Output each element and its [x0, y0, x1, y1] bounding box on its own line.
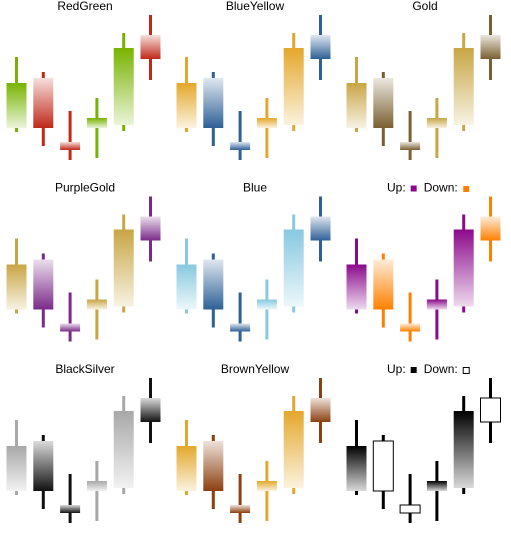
legend-label: Up: [387, 181, 406, 195]
candle-body [480, 397, 501, 423]
chart-title: BlackSilver [55, 362, 114, 376]
candle-body [60, 142, 81, 150]
candle-body [6, 446, 27, 491]
candle-body [176, 446, 197, 491]
candle-body [6, 83, 27, 128]
candle-body [373, 259, 394, 310]
candle-body [346, 264, 367, 310]
candle-body [310, 35, 331, 59]
candle-body [33, 259, 54, 310]
candle-body [453, 229, 474, 307]
candle-body [33, 441, 54, 491]
candle-body [113, 48, 134, 125]
candle-body [33, 78, 54, 128]
legend-swatch [410, 185, 417, 192]
candle-body [283, 229, 304, 307]
chart-title: BlueYellow [226, 0, 285, 13]
candle-body [113, 411, 134, 488]
candle-body [60, 323, 81, 332]
chart-title: RedGreen [57, 0, 112, 13]
candle-body [310, 216, 331, 241]
candle-body [480, 35, 501, 59]
candle-body [60, 505, 81, 513]
candle-body [176, 83, 197, 128]
candle-body [140, 216, 161, 241]
legend-label: Down: [424, 362, 458, 376]
chart-title: Blue [243, 181, 267, 195]
candle-body [140, 398, 161, 422]
candle-body [310, 398, 331, 422]
candle-body [256, 118, 277, 128]
candle-body [453, 48, 474, 125]
legend-swatch [462, 367, 470, 374]
chart-title: Gold [412, 0, 437, 13]
candle-body [372, 440, 394, 492]
candle-body [346, 446, 367, 491]
candle-body [399, 504, 421, 514]
legend-swatch [410, 367, 417, 373]
candle-body [86, 481, 107, 491]
candle-body [256, 299, 277, 310]
legend-label: Down: [424, 181, 458, 195]
candle-body [346, 83, 367, 128]
candle-body [283, 411, 304, 488]
candle-body [203, 78, 224, 128]
candle-body [86, 118, 107, 128]
candle-body [6, 264, 27, 310]
candle-body [400, 323, 421, 332]
candle-body [203, 259, 224, 310]
candle-body [176, 264, 197, 310]
candle-body [373, 78, 394, 128]
candle-body [230, 505, 251, 513]
candle-body [230, 323, 251, 332]
candle-body [426, 118, 447, 128]
candle-body [230, 142, 251, 150]
candle-body [283, 48, 304, 125]
candle-body [203, 441, 224, 491]
candle-body [480, 216, 501, 241]
candle-body [426, 481, 447, 491]
candle-body [400, 142, 421, 150]
candle-body [426, 299, 447, 310]
chart-title: BrownYellow [221, 362, 290, 376]
candle-body [256, 481, 277, 491]
candle-body [113, 229, 134, 307]
legend-label: Up: [387, 362, 406, 376]
candle-body [453, 411, 474, 488]
candle-body [140, 35, 161, 59]
chart-title: PurpleGold [55, 181, 115, 195]
candle-body [86, 299, 107, 310]
legend-swatch [463, 186, 470, 192]
